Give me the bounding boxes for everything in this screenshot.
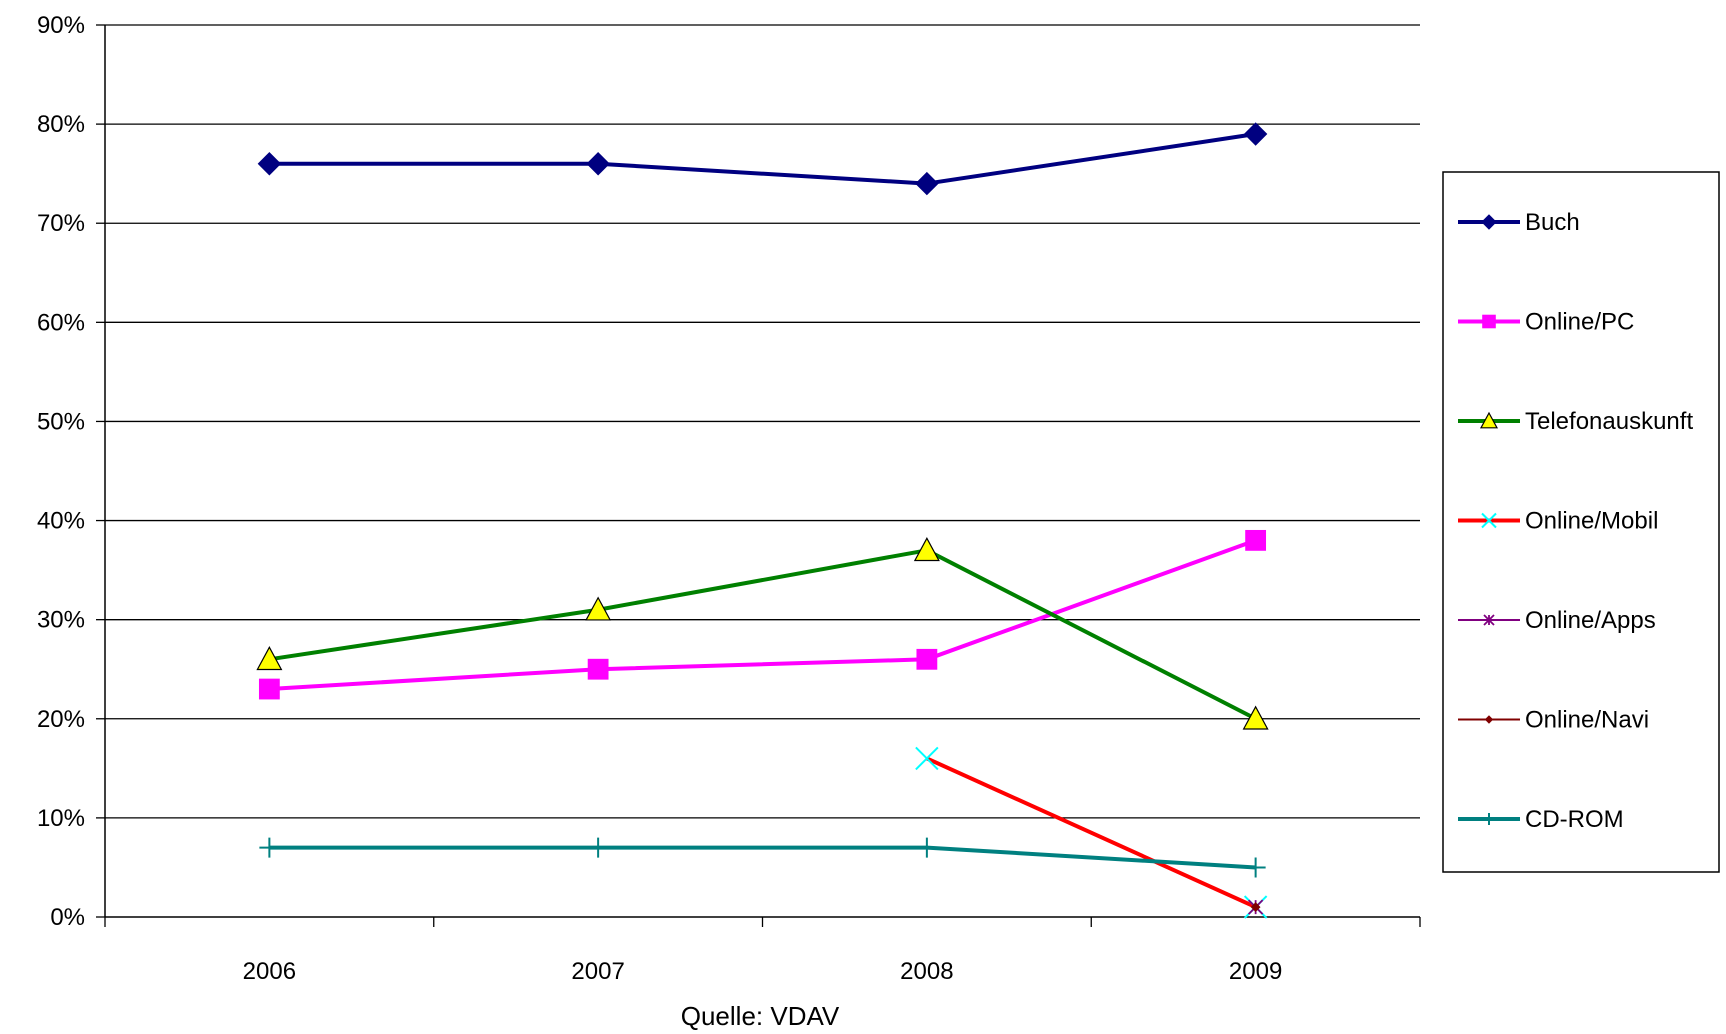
- legend-item: Telefonauskunft: [1458, 408, 1693, 435]
- grid-lines: [105, 24, 1420, 819]
- legend-item: Online/Apps: [1458, 607, 1656, 634]
- marker-plus: [1483, 813, 1495, 825]
- marker-diamond: [1243, 122, 1268, 146]
- series-line: [269, 548, 1257, 721]
- legend-label: Buch: [1525, 209, 1580, 236]
- marker-star: [1483, 614, 1495, 626]
- series-telefonauskunft: [256, 537, 1269, 730]
- marker-square: [1245, 529, 1267, 551]
- y-tick-label: 70%: [37, 210, 85, 237]
- marker-x: [1481, 512, 1497, 529]
- marker-triangle: [585, 596, 612, 621]
- axes: 0% 10% 20% 30% 40% 50% 60% 70% 80% 90% 2006 2007 200…: [37, 12, 1421, 985]
- legend: Buch Online/PC Telefonauskunft Online/Mobil…: [1442, 171, 1720, 873]
- marker-diamond: [257, 152, 282, 176]
- y-tick-label: 60%: [37, 309, 85, 336]
- marker-square: [1482, 314, 1496, 329]
- y-tick-label: 20%: [37, 706, 85, 733]
- marker-square: [258, 678, 280, 700]
- marker-plus: [588, 837, 609, 858]
- y-tick-label: 30%: [37, 607, 85, 634]
- y-tick-label: 0%: [50, 904, 85, 931]
- marker-triangle: [256, 646, 283, 671]
- legend-label: Online/Navi: [1525, 707, 1649, 734]
- legend-label: Online/Apps: [1525, 607, 1656, 634]
- series-buch: [257, 122, 1268, 196]
- legend-item: Online/Mobil: [1458, 508, 1658, 535]
- x-tick-label: 2007: [571, 958, 624, 985]
- legend-item: Online/Navi: [1458, 707, 1649, 734]
- marker-square: [587, 658, 609, 680]
- x-tick-label: 2006: [243, 958, 296, 985]
- series-line: [926, 756, 1257, 909]
- marker-square: [916, 648, 938, 670]
- series-online-pc: [258, 529, 1267, 700]
- marker-plus: [259, 837, 280, 858]
- marker-diamond: [915, 171, 939, 196]
- marker-diamond: [586, 152, 610, 176]
- marker-triangle: [1242, 705, 1269, 730]
- marker-x: [915, 746, 939, 771]
- marker-plus: [916, 837, 937, 858]
- series-line: [269, 845, 1256, 870]
- marker-dot: [1250, 902, 1261, 912]
- source-caption: Quelle: VDAV: [681, 1001, 840, 1031]
- marker-plus: [1245, 857, 1266, 878]
- legend-label: Online/Mobil: [1525, 508, 1658, 535]
- series-line: [269, 132, 1256, 186]
- legend-label: CD-ROM: [1525, 806, 1624, 833]
- legend-item: CD-ROM: [1458, 806, 1624, 833]
- y-tick-label: 80%: [37, 111, 85, 138]
- y-tick-label: 90%: [37, 12, 85, 39]
- series-online-mobil: [915, 746, 1268, 919]
- marker-diamond: [1481, 214, 1497, 230]
- marker-triangle: [1479, 411, 1499, 429]
- x-tick-label: 2008: [900, 958, 953, 985]
- legend-item: Online/PC: [1458, 309, 1634, 336]
- series-group: [256, 122, 1269, 919]
- y-tick-label: 40%: [37, 508, 85, 535]
- series-cd-rom: [259, 837, 1266, 878]
- y-tick-label: 50%: [37, 408, 85, 435]
- series-online-navi: [1250, 902, 1261, 912]
- legend-item: Buch: [1458, 209, 1580, 236]
- series-line: [269, 538, 1257, 692]
- marker-triangle: [913, 537, 940, 562]
- legend-label: Telefonauskunft: [1525, 408, 1693, 435]
- marker-dot: [1484, 715, 1494, 724]
- legend-label: Online/PC: [1525, 309, 1634, 336]
- x-tick-label: 2009: [1229, 958, 1282, 985]
- y-tick-label: 10%: [37, 805, 85, 832]
